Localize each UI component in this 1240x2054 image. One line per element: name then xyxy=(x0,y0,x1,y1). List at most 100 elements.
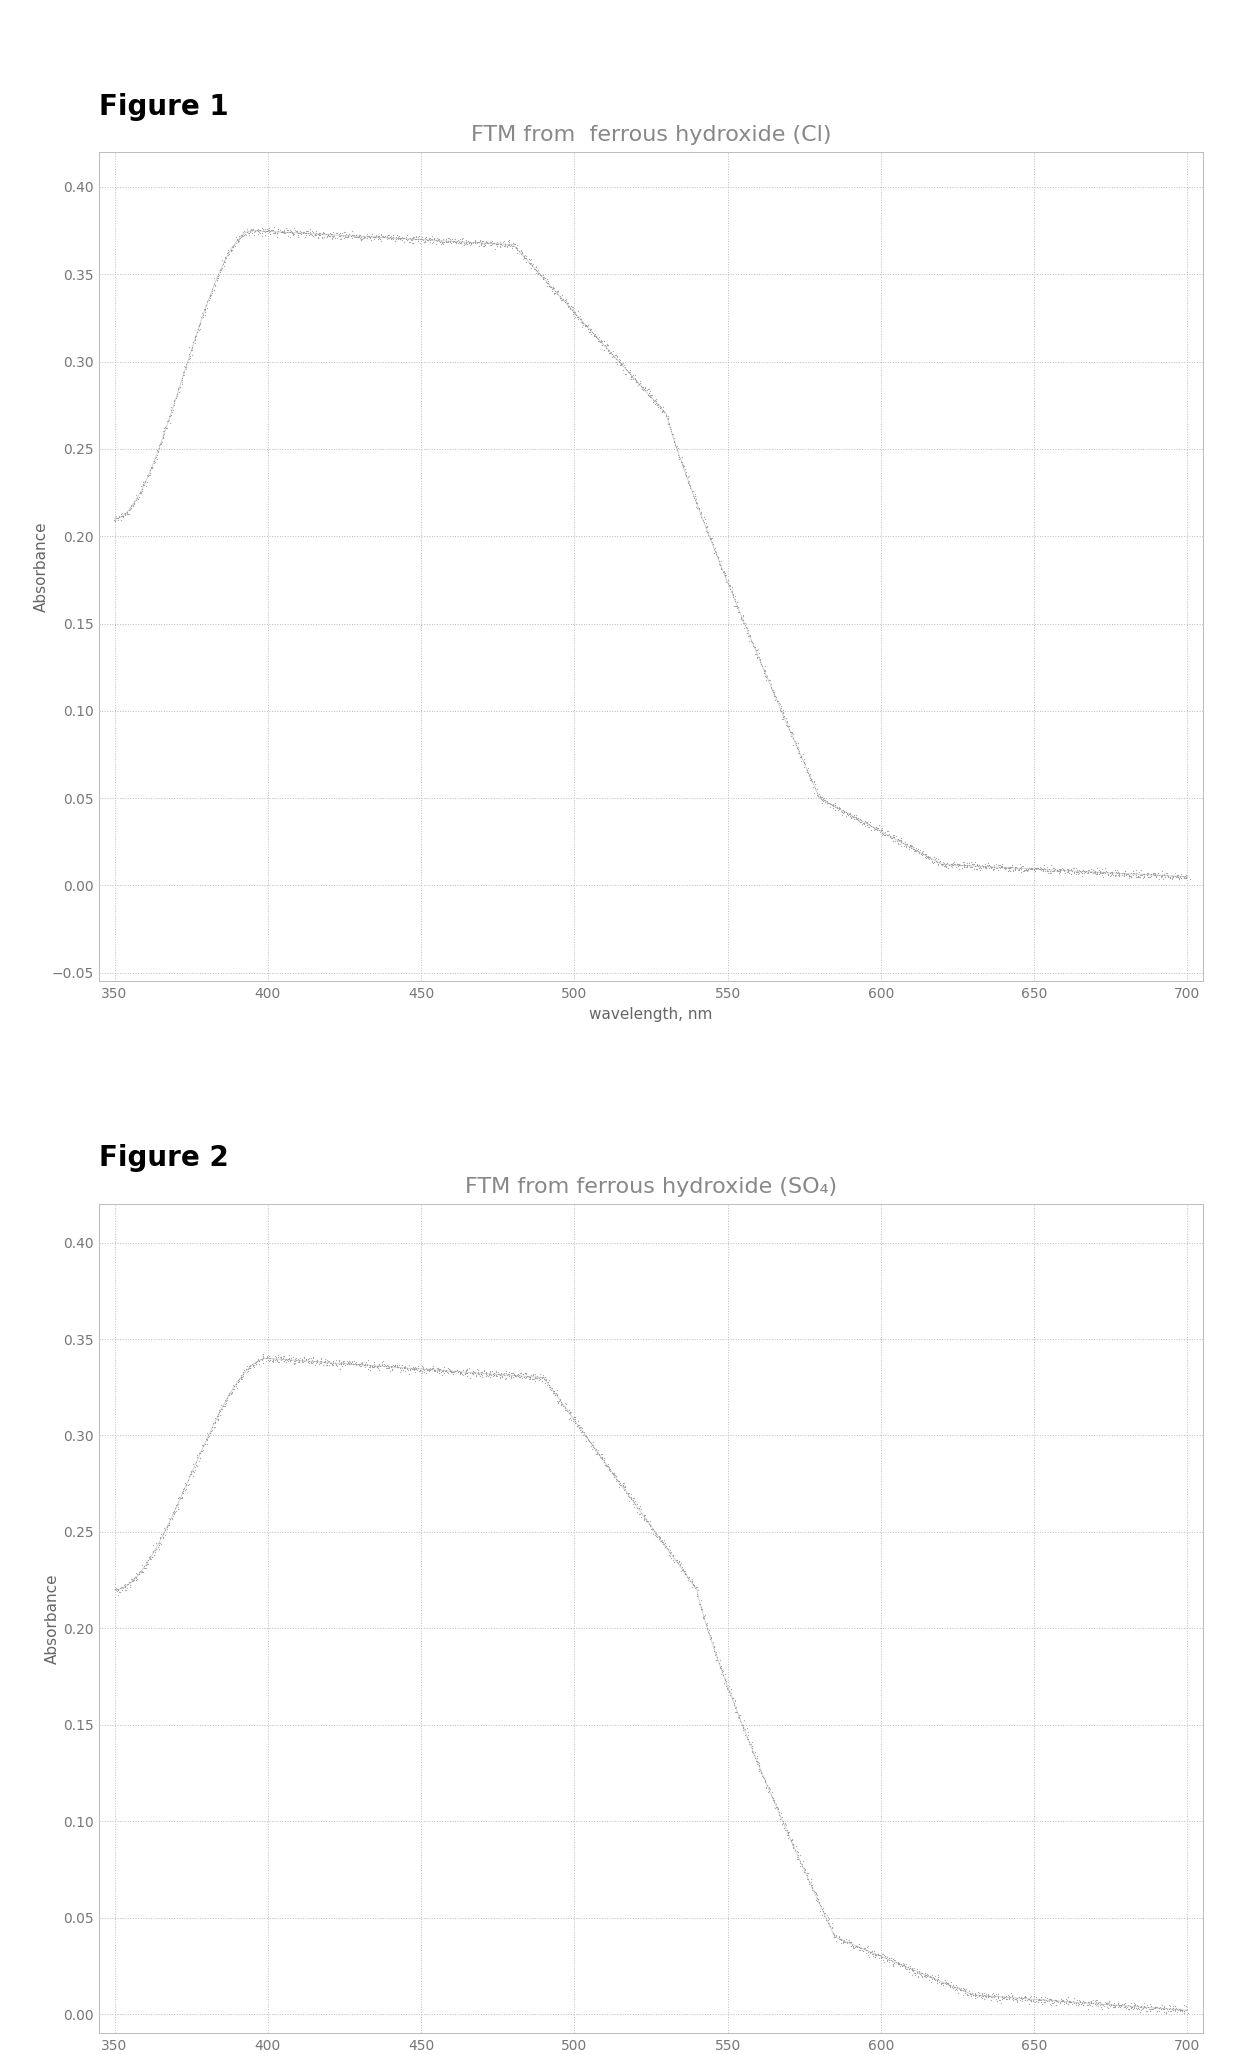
Point xyxy=(682,1569,702,1602)
Point xyxy=(456,1356,476,1389)
Point xyxy=(822,1910,842,1943)
Point xyxy=(233,1358,253,1391)
Point xyxy=(559,1397,579,1430)
Point xyxy=(1152,861,1172,893)
Point xyxy=(265,1343,285,1376)
Point xyxy=(1035,1986,1055,2019)
Point xyxy=(687,487,707,520)
Point xyxy=(432,1360,451,1393)
Point xyxy=(672,1553,692,1586)
Point xyxy=(348,220,368,253)
Point xyxy=(730,1705,750,1738)
Point xyxy=(985,1980,1004,2013)
Point xyxy=(795,748,815,781)
Point xyxy=(1097,1990,1117,2023)
Point xyxy=(440,226,460,259)
Point xyxy=(930,844,950,877)
Point xyxy=(150,1526,170,1559)
Point xyxy=(813,1896,833,1929)
Point xyxy=(983,852,1003,885)
Point xyxy=(461,1356,481,1389)
Point xyxy=(136,1549,156,1582)
Point xyxy=(124,1565,144,1598)
Point xyxy=(868,1939,888,1972)
Point xyxy=(1137,859,1157,891)
Point xyxy=(630,368,650,401)
Point xyxy=(1083,1986,1102,2019)
Point xyxy=(696,1598,715,1631)
Point xyxy=(109,501,129,534)
Point xyxy=(640,1510,660,1543)
Point xyxy=(649,388,668,421)
Point xyxy=(792,1849,812,1881)
Point xyxy=(1118,861,1138,893)
Point xyxy=(402,224,422,257)
Point xyxy=(878,1941,898,1974)
Point xyxy=(1038,1984,1058,2017)
Point xyxy=(665,1545,684,1577)
Point xyxy=(346,1347,366,1380)
Point xyxy=(1110,1990,1130,2023)
Point xyxy=(360,1354,379,1386)
Point xyxy=(906,834,926,867)
Point xyxy=(1054,1984,1074,2017)
Point xyxy=(787,1842,807,1875)
Point xyxy=(520,1360,539,1393)
Point xyxy=(1112,859,1132,891)
Point xyxy=(1060,852,1080,885)
Point xyxy=(247,1347,267,1380)
Point xyxy=(274,1345,294,1378)
Point xyxy=(936,1966,956,1999)
Point xyxy=(591,327,611,359)
Point xyxy=(666,1545,686,1577)
Point xyxy=(962,846,982,879)
Point xyxy=(197,1428,217,1460)
Point xyxy=(841,1927,861,1960)
Point xyxy=(961,850,981,883)
Point xyxy=(626,364,646,396)
Point xyxy=(1014,852,1034,885)
Point xyxy=(526,1364,546,1397)
Point xyxy=(895,1949,915,1982)
Point xyxy=(687,493,707,526)
Point xyxy=(113,1573,133,1606)
Point xyxy=(382,1349,402,1382)
Point xyxy=(826,1925,846,1957)
Point xyxy=(640,378,660,411)
Point xyxy=(547,1378,567,1411)
Point xyxy=(955,1974,975,2007)
Point xyxy=(849,805,869,838)
Point xyxy=(146,1526,166,1559)
Point xyxy=(780,715,800,748)
Point xyxy=(386,220,405,253)
Point xyxy=(750,647,770,680)
Point xyxy=(606,345,626,378)
Point xyxy=(404,1352,424,1384)
Point xyxy=(360,1352,379,1384)
Point xyxy=(434,1356,454,1389)
Point xyxy=(305,1349,325,1382)
Point xyxy=(828,791,848,824)
Point xyxy=(537,267,557,300)
Point xyxy=(750,645,770,678)
Point xyxy=(149,431,169,464)
Point xyxy=(711,1649,730,1682)
Point xyxy=(888,822,908,854)
Point xyxy=(1092,852,1112,885)
Point xyxy=(859,1935,879,1968)
Point xyxy=(487,1358,507,1391)
Point xyxy=(856,1933,875,1966)
Point xyxy=(694,501,714,534)
Point xyxy=(996,1980,1016,2013)
Point xyxy=(331,1347,351,1380)
Point xyxy=(941,850,961,883)
Point xyxy=(495,230,515,263)
Point xyxy=(988,1980,1008,2013)
Point xyxy=(146,440,166,472)
Point xyxy=(957,1978,977,2011)
Point xyxy=(334,1345,353,1378)
Point xyxy=(564,1403,584,1436)
Point xyxy=(1116,1992,1136,2025)
Point xyxy=(828,1920,848,1953)
Point xyxy=(479,226,498,259)
